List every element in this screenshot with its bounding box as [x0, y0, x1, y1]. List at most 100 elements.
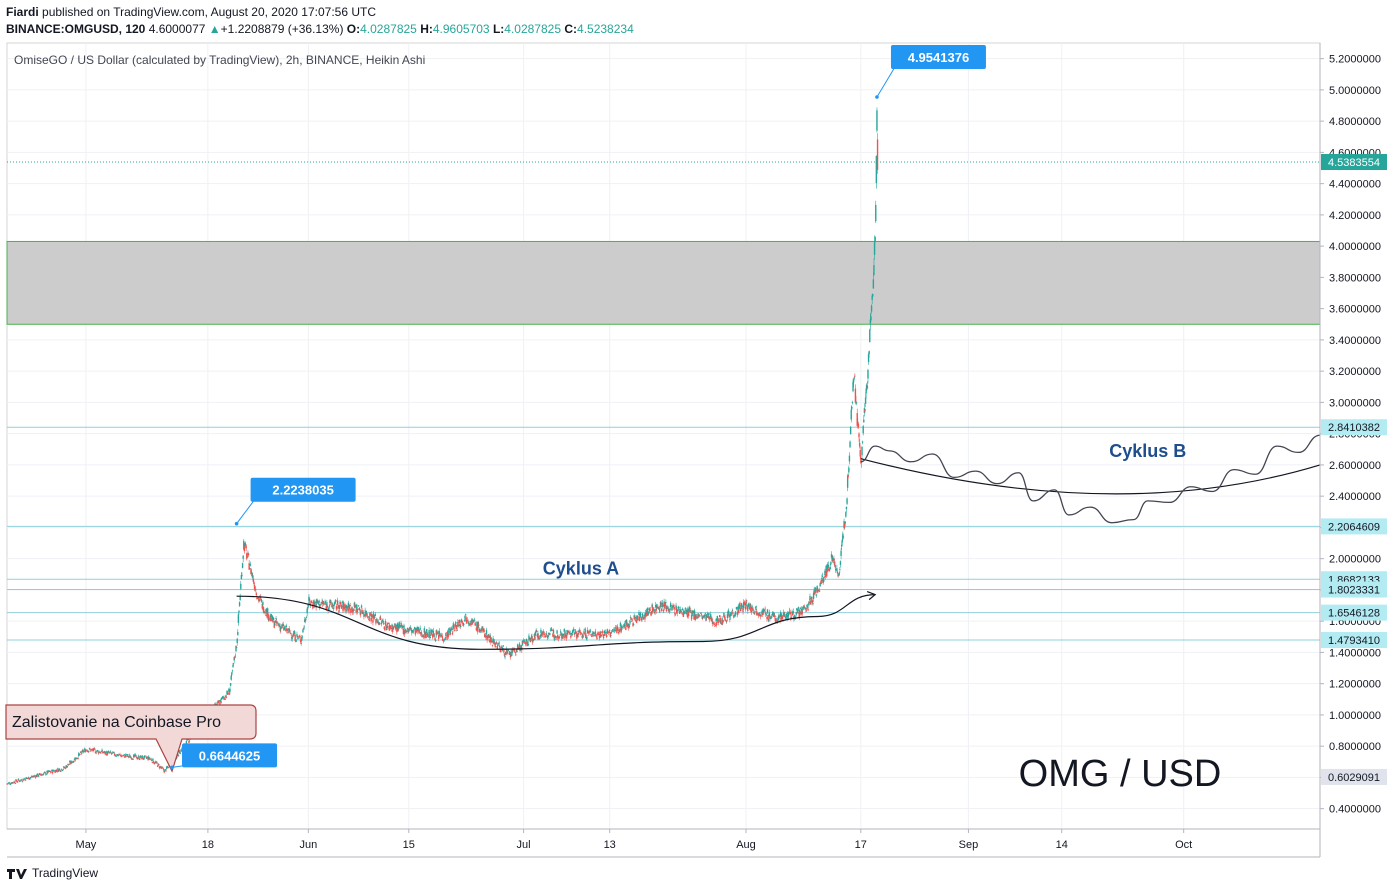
candle-body: [443, 640, 445, 641]
candle-body: [329, 599, 332, 602]
candle-body: [642, 616, 644, 619]
candle-body: [384, 629, 386, 631]
candle-body: [619, 622, 622, 627]
cycle-a-curve: [236, 594, 876, 650]
candle-body: [504, 656, 506, 658]
candle-body: [662, 604, 664, 607]
candle-body: [738, 610, 740, 613]
publish-line: Fiardi published on TradingView.com, Aug…: [6, 4, 634, 21]
candle-body: [611, 629, 614, 630]
candle-body: [404, 630, 406, 634]
price-change: +1.2208879 (+36.13%): [220, 22, 344, 36]
candle-body: [763, 609, 766, 611]
candle-body: [152, 761, 155, 764]
candle-body: [55, 770, 58, 771]
footer-brand[interactable]: TradingView: [32, 866, 99, 880]
candle-body: [739, 608, 742, 612]
candle-body: [339, 602, 342, 605]
scale-marker-badge: [1321, 768, 1387, 785]
candle-body: [332, 604, 334, 606]
candle-body: [631, 619, 634, 621]
candle-body: [585, 633, 587, 638]
candle-body: [119, 755, 122, 756]
candle-body: [224, 699, 226, 700]
candle-body: [754, 607, 757, 609]
candle-body: [252, 578, 255, 583]
candle-body: [731, 610, 733, 612]
candle-body: [262, 602, 264, 605]
candle-body: [60, 768, 63, 770]
candle-body: [250, 568, 252, 575]
candle-body: [850, 409, 852, 420]
candle-body: [255, 589, 257, 591]
candle-body: [574, 631, 576, 635]
candle-body: [246, 553, 248, 559]
candle-body: [603, 637, 605, 639]
candle-body: [367, 616, 369, 618]
candle-body: [458, 624, 460, 627]
candle-body: [383, 626, 385, 630]
candle-body: [321, 601, 323, 604]
candle-body: [830, 562, 832, 565]
candle-body: [36, 773, 39, 776]
candle-body: [110, 753, 113, 755]
candle-body: [485, 635, 487, 638]
candle-body: [631, 621, 633, 622]
candle-body: [537, 636, 540, 639]
candle-body: [810, 600, 812, 602]
candle-body: [696, 617, 699, 619]
price-axis-label: 3.8000000: [1329, 272, 1381, 284]
candle-body: [835, 569, 837, 571]
current-price: 4.6000077: [148, 22, 206, 36]
candle-body: [60, 771, 62, 772]
candle-body: [866, 385, 869, 389]
candle-body: [342, 605, 344, 612]
candle-body: [361, 610, 363, 614]
candle-body: [119, 753, 121, 755]
price-callout: [182, 743, 278, 768]
author-name[interactable]: Fiardi: [6, 5, 39, 19]
candle-body: [100, 752, 102, 754]
candle-body: [641, 613, 644, 618]
candle-body: [335, 600, 337, 602]
candle-body: [696, 616, 698, 618]
candle-body: [536, 634, 539, 637]
candle-body: [324, 603, 327, 605]
candle-body: [608, 630, 611, 632]
candle-body: [671, 606, 674, 608]
price-axis-label: 0.4000000: [1329, 804, 1381, 816]
candle-body: [745, 601, 747, 606]
candle-body: [369, 614, 372, 616]
candle-body: [219, 700, 222, 702]
candle-body: [745, 600, 748, 602]
candle-body: [244, 543, 247, 545]
candle-body: [48, 770, 51, 772]
candle-body: [516, 650, 518, 652]
candle-body: [187, 739, 189, 741]
candle-body: [638, 612, 640, 616]
candle-body: [628, 625, 631, 628]
candle-body: [669, 608, 671, 611]
candle-body: [316, 600, 319, 602]
candle-body: [661, 608, 663, 611]
candle-body: [274, 624, 276, 626]
candle-body: [131, 758, 134, 760]
candle-body: [845, 506, 848, 510]
candle-body: [482, 628, 484, 632]
candle-body: [287, 631, 289, 633]
candle-body: [703, 616, 705, 618]
candle-body: [768, 612, 771, 617]
candle-body: [716, 622, 718, 626]
time-axis-label: 17: [855, 839, 867, 851]
candle-body: [27, 778, 29, 779]
candle-body: [444, 638, 446, 640]
candle-body: [135, 755, 137, 757]
candle-body: [473, 619, 476, 621]
candle-body: [438, 630, 440, 635]
candle-body: [845, 512, 847, 517]
candle-body: [285, 625, 287, 628]
candle-body: [65, 765, 67, 767]
candle-body: [525, 644, 527, 646]
candle-body: [612, 630, 614, 632]
